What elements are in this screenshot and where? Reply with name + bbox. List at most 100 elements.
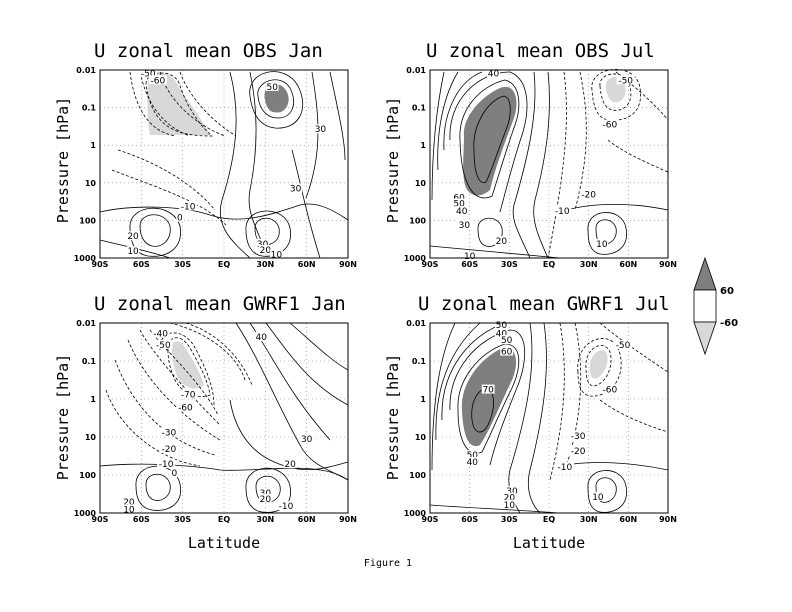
contour-line: [159, 332, 215, 406]
y-axis-label: Pressure [hPa]: [54, 354, 72, 480]
contour-label-bg: [176, 212, 184, 222]
y-tick-labels: 0.01 0.1 1 10 100 1000: [404, 66, 427, 263]
contour-label-bg: [276, 501, 296, 511]
x-tick-labels: 90S 60S 30S EQ 30N 60N 90N: [422, 515, 677, 524]
contour-line: [595, 219, 617, 245]
contour-label: -10: [558, 463, 573, 473]
contour-label: -50: [156, 341, 171, 351]
contour-label: 50: [453, 200, 465, 210]
contour-label: 50: [467, 451, 479, 461]
contour-label: 30: [290, 184, 302, 194]
contour-line: [429, 504, 561, 514]
contour-line: [135, 465, 181, 511]
contour-label: -60: [178, 404, 193, 414]
x-tick-label: 90N: [339, 515, 357, 524]
x-tick-label: 60N: [619, 260, 637, 269]
x-tick-label: 30S: [501, 515, 518, 524]
contour-label: -50: [618, 76, 633, 86]
contour-line: [235, 322, 349, 481]
y-tick-label: 0.1: [82, 104, 97, 113]
y-tick-label: 100: [409, 471, 426, 480]
contour-lines: [99, 71, 349, 259]
y-tick-label: 0.1: [412, 357, 427, 366]
contour-label: 60: [453, 193, 465, 203]
y-tick-label: 0.01: [76, 319, 96, 328]
contour-label: -40: [153, 329, 168, 339]
contour-label-bg: [258, 244, 272, 254]
x-tick-label: 90S: [92, 515, 109, 524]
contour-line: [229, 399, 349, 471]
contour-label-bg: [600, 384, 619, 394]
x-tick-label: 30N: [580, 515, 598, 524]
contour-label-bg: [495, 328, 508, 338]
contour-label: 40: [255, 333, 267, 343]
contour-label: 30: [257, 240, 269, 250]
grid-lines: [100, 323, 348, 513]
x-tick-label: 90S: [422, 260, 439, 269]
x-tick-label: 30N: [256, 515, 274, 524]
x-tick-label: 30N: [256, 260, 274, 269]
contour-label-bg: [457, 219, 471, 229]
contour-line: [129, 71, 177, 137]
shade-positive-westerly: [463, 86, 517, 196]
shade-negative-easterly: [171, 341, 204, 389]
contour-label-bg: [568, 431, 588, 440]
contour-label-bg: [495, 320, 508, 330]
contour-line: [431, 71, 445, 201]
contour-label: 20: [284, 460, 296, 470]
contour-line: [265, 322, 349, 406]
x-tick-label: 90N: [339, 260, 357, 269]
contour-label: -60: [602, 386, 617, 396]
shade-positive-westerly: [461, 347, 517, 447]
plot-frame: [429, 69, 669, 259]
x-tick-label: 60N: [619, 515, 637, 524]
contour-label-bg: [148, 75, 167, 85]
panel-obs-jul: U zonal mean OBS Jul Pressure [hPa] 90S 6…: [384, 40, 677, 269]
y-tick-label: 1: [90, 395, 96, 404]
contour-label: 10: [123, 505, 135, 515]
contour-label: -20: [162, 445, 177, 455]
x-tick-label: 90N: [659, 515, 677, 524]
contour-label: 30: [301, 435, 313, 445]
x-tick-label: EQ: [218, 260, 230, 269]
contour-label-bg: [300, 434, 314, 444]
panel-obs-jan: U zonal mean OBS Jan Pressure [hPa] 90S 6…: [54, 40, 357, 269]
contour-line: [441, 322, 506, 421]
y-tick-label: 0.1: [82, 357, 97, 366]
x-tick-label: EQ: [218, 515, 230, 524]
y-tick-label: 100: [79, 216, 96, 225]
panel-title: U zonal mean OBS Jul: [426, 40, 655, 62]
contour-line: [127, 339, 221, 441]
contour-label-bg: [579, 189, 598, 199]
contour-label-bg: [613, 339, 633, 349]
contour-label-bg: [154, 339, 173, 349]
shade-positive-westerly: [264, 83, 289, 113]
x-tick-label: 60N: [298, 260, 316, 269]
contour-line: [533, 71, 550, 259]
contour-label-bg: [600, 119, 619, 129]
x-tick-label: EQ: [543, 515, 555, 524]
contour-line: [111, 169, 227, 226]
contour-label-bg: [553, 206, 572, 216]
x-tick-label: 30S: [174, 260, 191, 269]
contour-label-bg: [258, 493, 272, 503]
legend-lower-triangle: [693, 321, 717, 356]
contour-label-bg: [595, 238, 609, 248]
y-tick-label: 10: [415, 433, 427, 442]
contour-line: [559, 462, 669, 471]
x-tick-label: 60S: [133, 515, 150, 524]
contour-line: [587, 470, 627, 513]
color-legend: 60 -60: [693, 256, 738, 356]
contour-label-bg: [126, 231, 140, 241]
contour-label-bg: [179, 201, 198, 211]
panel-title: U zonal mean OBS Jan: [94, 40, 323, 62]
plot-frame: [429, 322, 669, 514]
contour-label: 10: [596, 240, 608, 250]
contour-line: [574, 71, 587, 211]
contour-label-bg: [179, 389, 198, 399]
contour-line: [145, 473, 171, 501]
contour-label-bg: [265, 81, 279, 91]
y-tick-label: 0.1: [412, 104, 427, 113]
contour-line: [169, 322, 246, 381]
